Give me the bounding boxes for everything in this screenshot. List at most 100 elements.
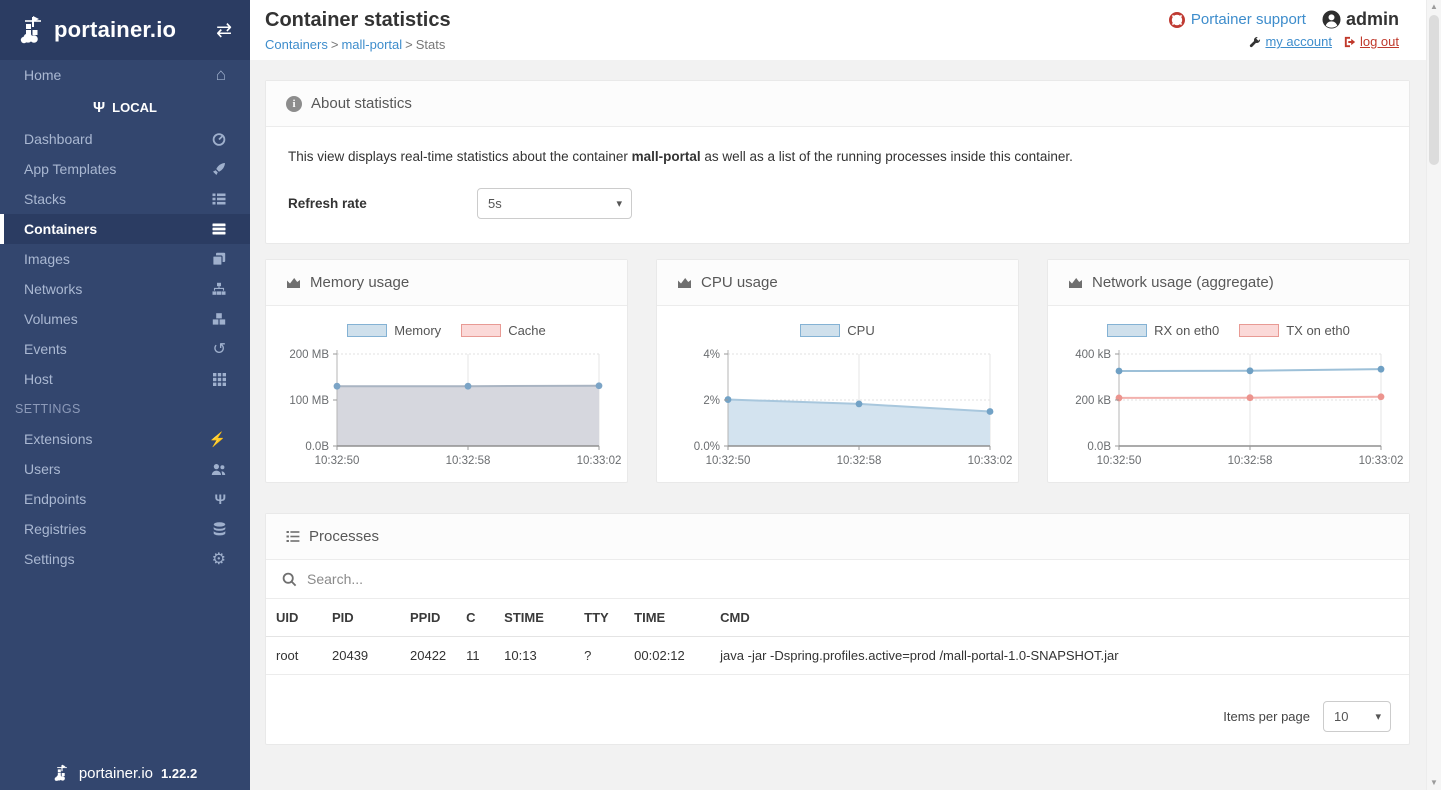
svg-text:4%: 4% (703, 349, 720, 361)
legend-label: CPU (847, 322, 875, 338)
network-usage-chart: 0.0B 200 kB 400 kB 10:32:50 10:32:58 10:33:02 (1075, 349, 1403, 467)
svg-text:100 MB: 100 MB (289, 395, 329, 407)
network-usage-header: Network usage (aggregate) (1048, 260, 1409, 306)
svg-text:0.0%: 0.0% (693, 441, 719, 453)
search-input[interactable] (307, 571, 1393, 587)
sidebar-item-containers[interactable]: Containers (0, 214, 250, 244)
legend-swatch (1107, 323, 1148, 337)
legend-label: Memory (394, 322, 442, 338)
sidebar-item-images[interactable]: Images (0, 244, 250, 274)
legend-label: Cache (508, 322, 546, 338)
area-chart-icon (286, 276, 301, 289)
legend-item: Cache (461, 323, 546, 338)
col-pid[interactable]: PID (322, 599, 400, 637)
list-icon (212, 192, 226, 206)
portainer-logo[interactable]: portainer.io (18, 15, 216, 45)
sidebar-item-registries[interactable]: Registries (0, 514, 250, 544)
caret-down-icon: ▾ (616, 198, 622, 210)
sidebar-footer: portainer.io 1.22.2 (0, 764, 250, 782)
sidebar-item-volumes[interactable]: Volumes (0, 304, 250, 334)
sidebar-item-host[interactable]: Host (0, 364, 250, 394)
legend-swatch (1239, 323, 1280, 337)
legend-swatch (347, 323, 388, 337)
breadcrumb-current: Stats (415, 37, 446, 52)
area-chart-icon (1068, 276, 1083, 289)
legend-label: TX on eth0 (1286, 322, 1350, 338)
items-per-page-select[interactable]: 10 ▾ (1323, 701, 1391, 732)
cpu-chart-legend: CPU (667, 322, 1008, 338)
sidebar-item-events[interactable]: Events ↺ (24, 341, 226, 358)
svg-text:0.0B: 0.0B (1087, 441, 1111, 453)
legend-item: TX on eth0 (1239, 323, 1350, 338)
area-chart-icon (677, 276, 692, 289)
sidebar-item-app-templates[interactable]: App Templates (0, 154, 250, 184)
svg-text:10:32:50: 10:32:50 (705, 455, 750, 467)
svg-text:10:32:50: 10:32:50 (314, 455, 359, 467)
breadcrumb: Containers > mall-portal > Stats (265, 37, 446, 52)
cpu-usage-header: CPU usage (657, 260, 1018, 306)
breadcrumb-container-name[interactable]: mall-portal (341, 37, 403, 52)
tasks-icon (286, 530, 300, 543)
col-time[interactable]: TIME (624, 599, 711, 637)
sidebar-header: portainer.io ⇄ (0, 0, 250, 60)
cpu-usage-panel: CPU usage CPU 0.0% 2% 4% 10:32:50 10:32:58 10… (656, 259, 1019, 483)
sidebar-item-dashboard[interactable]: Dashboard (0, 124, 250, 154)
sidebar-item-extensions[interactable]: Extensions ⚡ (24, 430, 226, 448)
page-header: Container statistics Containers > mall-por… (250, 0, 1441, 60)
endpoint-local-header[interactable]: Ψ LOCAL (93, 98, 157, 116)
col-uid[interactable]: UID (266, 599, 322, 637)
table-header-row: UID PID PPID C STIME TTY TIME CMD (266, 599, 1409, 637)
svg-text:10:33:02: 10:33:02 (1358, 455, 1403, 467)
sidebar-item-home[interactable]: Home ⌂ (24, 65, 226, 84)
cogs-icon: ⚙ (211, 551, 226, 568)
grid-icon (213, 372, 226, 386)
plug-icon: Ψ (93, 98, 106, 116)
sidebar: portainer.io ⇄ Home ⌂ Ψ LOCAL Dashboard … (0, 0, 250, 790)
col-stime[interactable]: STIME (494, 599, 575, 637)
sidebar-item-users[interactable]: Users (0, 454, 250, 484)
legend-swatch (461, 323, 502, 337)
database-icon (213, 522, 226, 536)
scroll-up-arrow[interactable]: ▲ (1430, 2, 1438, 11)
processes-table: UID PID PPID C STIME TTY TIME CMD root 2… (266, 599, 1409, 675)
svg-text:10:32:58: 10:32:58 (445, 455, 490, 467)
log-out-link[interactable]: log out (1344, 34, 1399, 49)
col-ppid[interactable]: PPID (400, 599, 457, 637)
svg-text:10:33:02: 10:33:02 (576, 455, 621, 467)
memory-usage-header: Memory usage (266, 260, 627, 306)
sidebar-item-stacks[interactable]: Stacks (0, 184, 250, 214)
collapse-sidebar-icon[interactable]: ⇄ (216, 19, 232, 41)
users-icon (211, 463, 226, 476)
items-per-page-label: Items per page (1223, 709, 1310, 724)
scroll-thumb[interactable] (1429, 15, 1439, 165)
search-bar (266, 560, 1409, 599)
legend-label: RX on eth0 (1154, 322, 1220, 338)
svg-text:10:33:02: 10:33:02 (967, 455, 1012, 467)
col-cmd[interactable]: CMD (710, 599, 1409, 637)
cpu-usage-chart: 0.0% 2% 4% 10:32:50 10:32:58 10:33:02 (693, 349, 1012, 467)
scroll-down-arrow[interactable]: ▼ (1430, 778, 1438, 787)
breadcrumb-containers[interactable]: Containers (265, 37, 328, 52)
rocket-icon (212, 162, 226, 176)
processes-header: Processes (266, 514, 1409, 560)
svg-text:200 kB: 200 kB (1075, 395, 1111, 407)
refresh-rate-label: Refresh rate (288, 196, 367, 211)
footer-app-name: portainer.io (78, 764, 154, 782)
sidebar-item-settings[interactable]: Settings ⚙ (24, 551, 226, 568)
container-name: mall-portal (631, 149, 701, 164)
vertical-scrollbar[interactable]: ▲ ▼ (1426, 0, 1441, 790)
sidebar-item-networks[interactable]: Networks (0, 274, 250, 304)
col-c[interactable]: C (456, 599, 495, 637)
legend-item: RX on eth0 (1107, 323, 1219, 338)
col-tty[interactable]: TTY (574, 599, 625, 637)
processes-panel: Processes UID PID PPID (265, 513, 1410, 745)
info-icon: i (286, 95, 302, 112)
bolt-icon: ⚡ (208, 430, 226, 447)
user-menu[interactable]: admin (1322, 9, 1399, 30)
portainer-support-link[interactable]: Portainer support (1168, 11, 1306, 28)
tachometer-icon (212, 132, 226, 146)
about-statistics-title: About statistics (311, 95, 412, 112)
my-account-link[interactable]: my account (1249, 34, 1332, 49)
refresh-rate-select[interactable]: 5s ▾ (477, 188, 632, 219)
sidebar-item-endpoints[interactable]: Endpoints Ψ (24, 491, 226, 507)
